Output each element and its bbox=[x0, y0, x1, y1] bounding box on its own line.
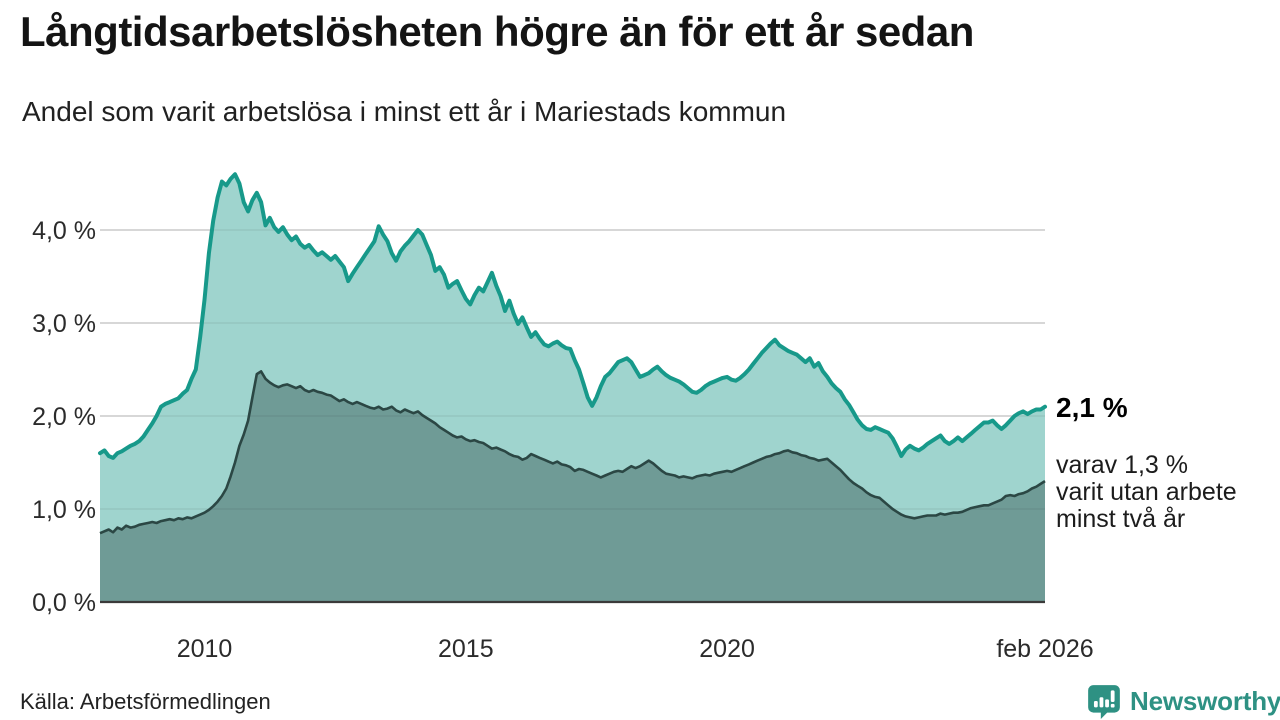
x-axis-tick-label: feb 2026 bbox=[996, 635, 1093, 663]
area-minst-tva-ar bbox=[100, 371, 1045, 602]
y-axis-tick-label: 0,0 % bbox=[32, 589, 96, 617]
secondary-annotation-line3: minst två år bbox=[1056, 505, 1186, 533]
y-axis-tick-label: 2,0 % bbox=[32, 403, 96, 431]
latest-value-annotation: 2,1 % bbox=[1056, 392, 1128, 423]
secondary-annotation-line1: varav 1,3 % bbox=[1056, 451, 1189, 479]
x-axis-tick-label: 2010 bbox=[177, 635, 233, 663]
y-axis-tick-label: 4,0 % bbox=[32, 217, 96, 245]
brand-name: Newsworthy bbox=[1130, 686, 1280, 716]
y-axis-tick-label: 3,0 % bbox=[32, 310, 96, 338]
speech-bubble-bar-chart-icon bbox=[1086, 683, 1122, 720]
x-axis-tick-label: 2015 bbox=[438, 635, 494, 663]
page-subtitle: Andel som varit arbetslösa i minst ett å… bbox=[22, 96, 787, 127]
x-axis-tick-label: 2020 bbox=[699, 635, 755, 663]
line-minst-ett-ar bbox=[98, 172, 1047, 460]
secondary-value-annotation: varav 1,3 % varit utan arbete minst två … bbox=[1056, 452, 1237, 533]
source-note: Källa: Arbetsförmedlingen bbox=[20, 689, 271, 714]
page-title: Långtidsarbetslösheten högre än för ett … bbox=[20, 8, 974, 55]
y-axis-tick-label: 1,0 % bbox=[32, 496, 96, 524]
newsworthy-logo: Newsworthy bbox=[1086, 683, 1280, 720]
line-minst-tva-ar bbox=[99, 370, 1046, 535]
secondary-annotation-line2: varit utan arbete bbox=[1056, 478, 1237, 506]
